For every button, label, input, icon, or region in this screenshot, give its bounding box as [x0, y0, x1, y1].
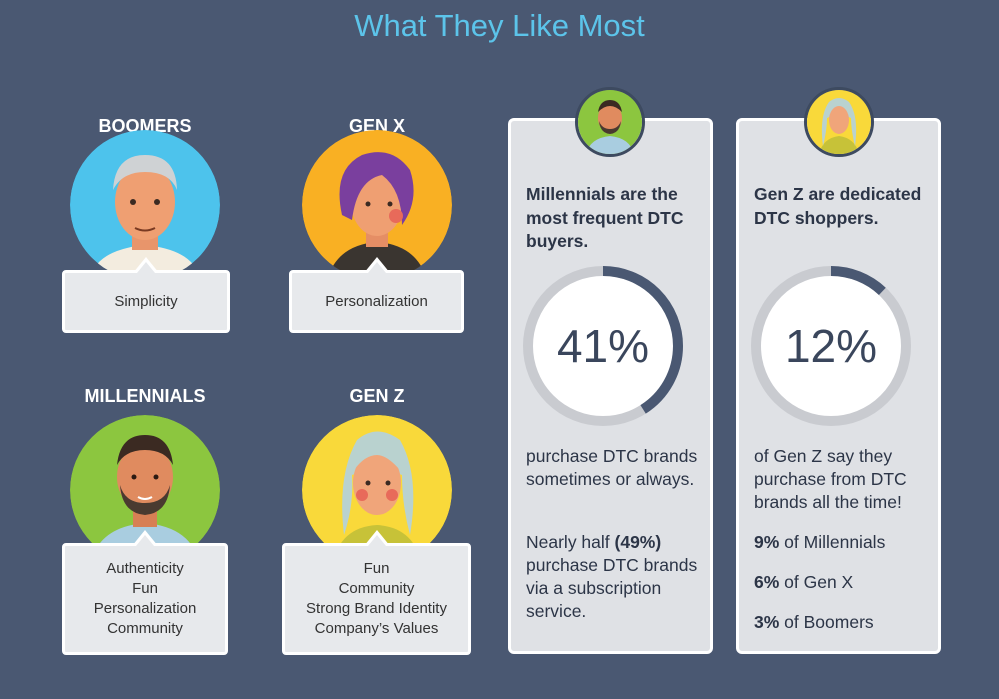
stat-value: 3% [754, 612, 780, 632]
genz-like-item: Community [338, 580, 415, 597]
genz-stat-row: 9% of Millennials [754, 531, 934, 554]
genz-stat-row: 6% of Gen X [754, 571, 934, 594]
text-highlight: (49%) [614, 532, 662, 552]
genz-label: GEN Z [349, 386, 405, 406]
stat-label: of Gen X [779, 572, 854, 592]
millennials-label: MILLENNIALS [84, 386, 206, 406]
genz-portrait-icon [804, 87, 874, 157]
millennials-card-text-2: Nearly half (49%) purchase DTC brands vi… [526, 531, 706, 623]
millennials-progress-ring [523, 266, 683, 426]
millennials-like-item: Authenticity [106, 560, 184, 577]
millennial-portrait-icon [575, 87, 645, 157]
millennials-like-item: Personalization [93, 600, 197, 617]
genz-stat-card: Gen Z are dedicated DTC shoppers. 12% of… [736, 118, 941, 654]
genx-likes-box: Personalization [289, 257, 464, 333]
genz-card-text-1: of Gen Z say they purchase from DTC bran… [754, 446, 907, 512]
millennials-card-heading: Millennials are the most frequent DTC bu… [526, 184, 684, 251]
genz-card-heading: Gen Z are dedicated DTC shoppers. [754, 184, 922, 228]
genx-like-item: Personalization [325, 292, 428, 310]
millennials-like-item: Community [107, 620, 183, 637]
genz-like-item: Fun [363, 560, 390, 577]
stat-label: of Boomers [779, 612, 874, 632]
boomers-likes-box: Simplicity [62, 257, 230, 333]
millennials-like-item: Fun [132, 580, 158, 597]
boomers-label: BOOMERS [98, 116, 192, 136]
millennials-likes-box: Authenticity Fun Personalization Communi… [62, 530, 228, 655]
millennials-card-text-1: purchase DTC brands sometimes or always. [526, 446, 698, 489]
stat-value: 6% [754, 572, 780, 592]
text-prefix: Nearly half [526, 532, 615, 552]
genz-like-item: Company’s Values [314, 620, 439, 637]
boomers-like-item: Simplicity [114, 292, 178, 310]
genz-progress-ring [751, 266, 911, 426]
millennials-percent: 41% [556, 320, 650, 372]
text-suffix: purchase DTC brands via a subscription s… [526, 555, 698, 621]
genx-label: GEN X [348, 116, 405, 136]
page-title: What They Like Most [354, 8, 645, 43]
stat-label: of Millennials [779, 532, 886, 552]
genz-like-item: Strong Brand Identity [306, 600, 447, 617]
stat-value: 9% [754, 532, 780, 552]
genz-percent: 12% [784, 320, 878, 372]
genz-stat-row: 3% of Boomers [754, 611, 934, 634]
genz-likes-box: Fun Community Strong Brand Identity Comp… [282, 530, 471, 655]
millennials-stat-card: Millennials are the most frequent DTC bu… [508, 118, 713, 654]
